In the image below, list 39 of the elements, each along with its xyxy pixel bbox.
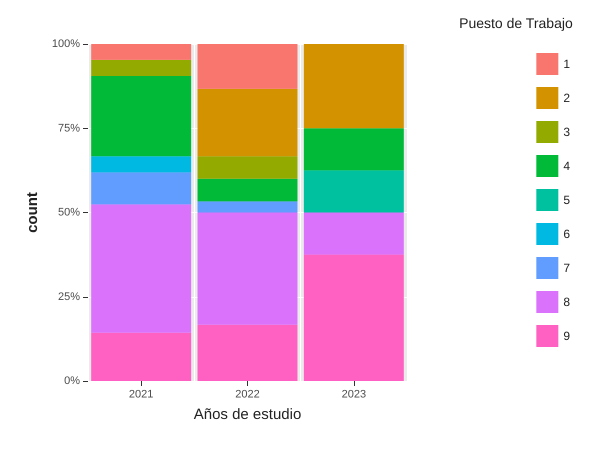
bar [198, 156, 298, 179]
legend-label: 9 [563, 329, 570, 343]
bar [91, 44, 192, 60]
legend-label: 6 [563, 227, 570, 241]
legend-label: 1 [563, 57, 570, 71]
y-tick-label: 25% [58, 290, 80, 303]
legend-label: 4 [563, 159, 570, 173]
bar [91, 332, 192, 381]
legend-label: 7 [563, 261, 570, 275]
legend-label: 8 [563, 295, 570, 309]
bar [304, 44, 404, 128]
y-tick-label: 50% [58, 206, 80, 218]
bar [91, 76, 192, 156]
bar [198, 88, 298, 156]
bar [198, 44, 298, 89]
bar [198, 212, 298, 325]
bar [304, 170, 404, 212]
x-axis-title: Años de estudio [194, 406, 302, 423]
legend-title: Puesto de Trabajo [459, 15, 573, 31]
y-axis-title: count [24, 192, 41, 233]
bar [198, 324, 298, 381]
legend-label: 5 [563, 193, 570, 207]
bar [304, 128, 404, 170]
bar [91, 204, 192, 333]
x-tick-label: 2021 [128, 388, 154, 400]
bar [91, 60, 192, 76]
y-tick-label: 0% [64, 375, 80, 387]
bar [198, 178, 298, 202]
bar [198, 201, 298, 212]
bar [91, 156, 192, 172]
bar [304, 254, 404, 381]
y-tick-label: 100% [52, 38, 80, 50]
y-tick-label: 75% [58, 122, 80, 134]
bar [304, 212, 404, 255]
bar [91, 172, 192, 204]
legend-label: 2 [563, 91, 570, 105]
x-tick-label: 2022 [235, 388, 260, 400]
x-tick-label: 2023 [342, 388, 366, 400]
legend-label: 3 [563, 125, 570, 139]
